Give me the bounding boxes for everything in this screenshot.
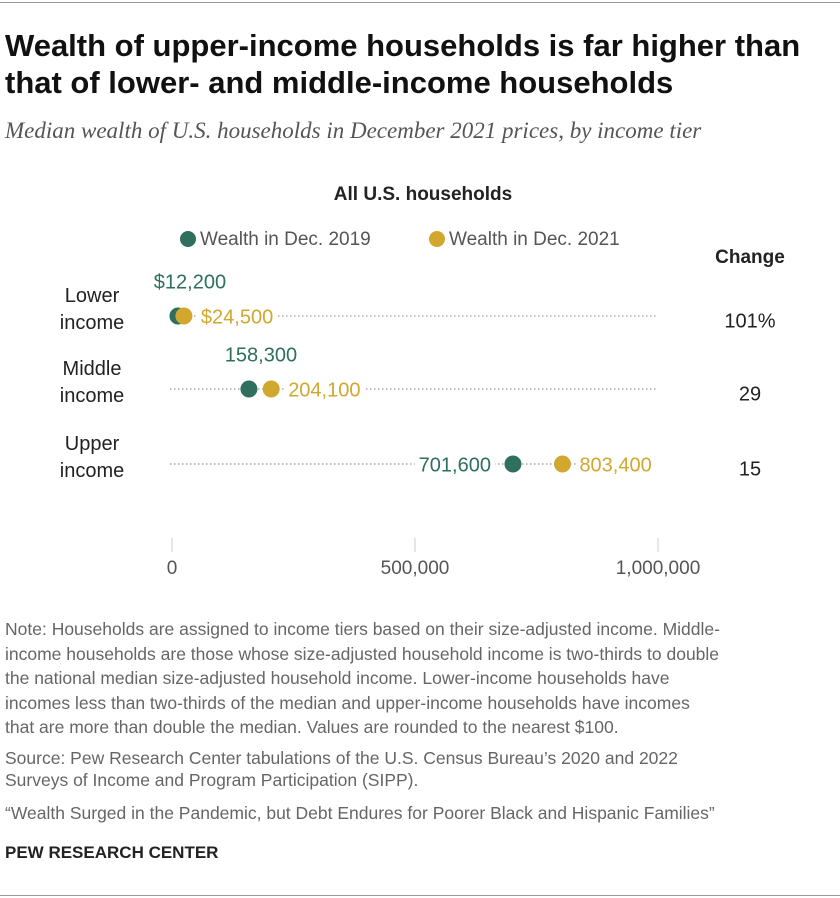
- note-line: that are more than double the median. Va…: [5, 717, 619, 737]
- value-label-bg: [149, 271, 231, 294]
- value-label-bg: [284, 379, 365, 402]
- value-label-group: 158,300: [220, 344, 302, 367]
- note-line: Note: Households are assigned to income …: [5, 619, 720, 639]
- value-label: 803,400: [579, 454, 651, 476]
- change-value: 101%: [724, 310, 775, 332]
- legend-label: Wealth in Dec. 2019: [200, 229, 371, 250]
- note: Note: Households are assigned to income …: [5, 617, 720, 740]
- source: Source: Pew Research Center tabulations …: [5, 748, 678, 791]
- chart-title: Wealth of upper-income households is far…: [5, 28, 801, 100]
- bottom-rule: [0, 895, 840, 896]
- legend-label: Wealth in Dec. 2021: [449, 229, 620, 250]
- chart-subtitle: Median wealth of U.S. households in Dece…: [5, 118, 702, 143]
- dot: [175, 307, 193, 325]
- value-label-group: 204,100: [284, 379, 365, 402]
- value-label-group: $12,200: [149, 271, 231, 294]
- value-label-bg: [196, 306, 278, 329]
- x-tick-label: 500,000: [381, 558, 450, 579]
- dot: [553, 455, 571, 473]
- top-rule: [0, 2, 840, 3]
- dot: [240, 380, 258, 398]
- legend-marker: [429, 231, 445, 247]
- value-label: $24,500: [201, 306, 273, 328]
- source-line: Source: Pew Research Center tabulations …: [5, 748, 678, 768]
- change-value: 29: [739, 383, 761, 405]
- footer: PEW RESEARCH CENTER: [5, 843, 219, 862]
- source-line: Surveys of Income and Program Participat…: [5, 769, 419, 790]
- value-label-bg: [414, 454, 495, 477]
- note-line: income households are those whose size-a…: [5, 643, 720, 664]
- citation: “Wealth Surged in the Pandemic, but Debt…: [5, 803, 715, 823]
- value-label-bg: [220, 344, 302, 367]
- dot: [262, 380, 280, 398]
- dot: [504, 455, 522, 473]
- category-label: Upper income: [59, 433, 125, 482]
- legend-marker: [180, 231, 196, 247]
- value-label: 204,100: [288, 379, 360, 401]
- value-label-group: $24,500: [196, 306, 278, 329]
- panel-title: All U.S. households: [334, 184, 512, 205]
- note-line: the national median size-adjusted househ…: [5, 668, 670, 688]
- value-label: 158,300: [225, 344, 297, 366]
- value-label: $12,200: [154, 271, 226, 293]
- x-tick-label: 0: [167, 558, 178, 579]
- citation-wrap: “Wealth Surged in the Pandemic, but Debt…: [5, 803, 715, 824]
- change-header: Change: [715, 247, 785, 268]
- note-line: incomes less than two-thirds of the medi…: [5, 692, 690, 713]
- category-label: Lower income: [59, 285, 125, 334]
- change-value: 15: [739, 458, 761, 480]
- x-tick-label: 1,000,000: [616, 558, 701, 579]
- chart: All U.S. households Change Wealth in Dec…: [149, 184, 785, 580]
- value-label-bg: [575, 454, 656, 477]
- category-label: Middle income: [59, 358, 125, 407]
- value-label-group: 701,600: [414, 454, 495, 477]
- value-label: 701,600: [419, 454, 491, 476]
- value-label-group: 803,400: [575, 454, 656, 477]
